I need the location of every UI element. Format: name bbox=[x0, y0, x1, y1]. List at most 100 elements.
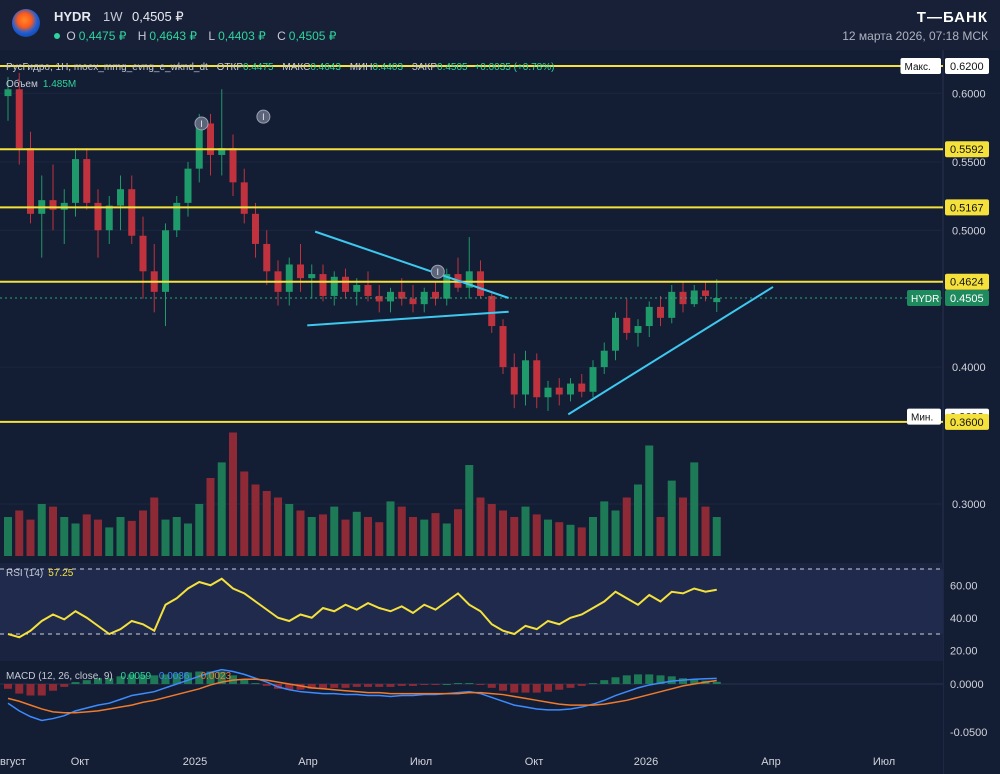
legend-volume-value: 1.485M bbox=[43, 79, 76, 90]
macd-histogram-bar bbox=[409, 684, 417, 686]
volume-bar bbox=[15, 510, 24, 556]
price-axis: 0.6000 0.5500 0.5000 0.4000 0.3000 0.6200 Макс… bbox=[900, 58, 989, 511]
macd-histogram-bar bbox=[262, 684, 271, 686]
volume-bar bbox=[667, 480, 676, 556]
price-label-bg bbox=[945, 413, 989, 430]
ticker-symbol[interactable]: HYDR bbox=[54, 9, 91, 24]
volume-bar bbox=[307, 517, 316, 556]
macd-histogram-bar bbox=[139, 675, 147, 684]
candle-body bbox=[308, 274, 316, 279]
macd-histogram-bar bbox=[465, 683, 474, 685]
candle-body bbox=[263, 243, 271, 272]
ohlc-low-key: L bbox=[208, 29, 216, 43]
volume-bar bbox=[217, 462, 226, 556]
event-marker-glyph: I bbox=[262, 112, 265, 122]
candle-body bbox=[139, 235, 147, 272]
event-marker-glyph: I bbox=[436, 267, 439, 277]
time-axis: вгуст Окт 2025 Апр Июл Окт 2026 Апр Июл bbox=[0, 756, 895, 768]
macd-histogram-bar bbox=[341, 684, 350, 688]
price-label-level: 0.4624 bbox=[945, 273, 989, 290]
candle-body bbox=[184, 168, 192, 203]
volume-bar bbox=[386, 501, 395, 556]
volume-bar bbox=[622, 497, 631, 556]
event-marker-icon: I bbox=[430, 264, 445, 279]
rsi-line bbox=[7, 577, 717, 639]
volume-bar bbox=[139, 510, 147, 556]
macd-signal-value-display: 0.0036 bbox=[159, 671, 190, 682]
macd-label: MACD (12, 26, close, 9) bbox=[6, 671, 113, 682]
volume-bar bbox=[49, 506, 57, 556]
macd-histogram-bar bbox=[476, 684, 485, 685]
macd-histogram-bar bbox=[94, 678, 102, 684]
volume-bar bbox=[600, 501, 609, 556]
candle-body bbox=[623, 317, 631, 333]
macd-histogram-bar bbox=[49, 684, 57, 691]
macd-tick-0: 0.0000 bbox=[950, 679, 984, 691]
candle-body bbox=[544, 387, 552, 398]
macd-histogram-bar bbox=[60, 684, 69, 687]
volume-bar bbox=[442, 523, 451, 556]
volume-bar bbox=[544, 519, 552, 556]
event-marker-icon: I bbox=[256, 109, 271, 124]
volume-bar bbox=[645, 445, 654, 556]
macd-histogram-bar bbox=[184, 672, 192, 684]
volume-bar bbox=[296, 510, 305, 556]
macd-legend: MACD (12, 26, close, 9) 0.0059 0.0036 -0… bbox=[6, 671, 232, 682]
brand-logo: Т—БАНК bbox=[916, 9, 988, 26]
macd-series: 0.0000 -0.0500 bbox=[0, 668, 987, 739]
candle-body bbox=[555, 387, 563, 395]
timeframe-label[interactable]: 1W bbox=[103, 9, 123, 24]
rising-trendline bbox=[567, 286, 774, 416]
rsi-tick-1: 40.00 bbox=[950, 613, 978, 625]
macd-histogram-bar bbox=[386, 684, 395, 687]
candle-body bbox=[240, 182, 248, 214]
macd-histogram-bar bbox=[510, 684, 519, 693]
price-label-tag: HYDR bbox=[911, 294, 939, 305]
candle-body bbox=[319, 274, 327, 296]
price-label-bg bbox=[945, 58, 989, 74]
legend-high-value: 0.4643 bbox=[310, 62, 341, 73]
price-label-level: 0.5167 bbox=[945, 199, 989, 216]
macd-histogram-bar bbox=[352, 684, 361, 687]
macd-histogram-bar bbox=[600, 680, 609, 684]
candle-body bbox=[375, 295, 383, 302]
candle-body bbox=[128, 189, 136, 236]
volume-bar bbox=[274, 497, 282, 556]
macd-histogram-bar bbox=[296, 684, 305, 690]
candle-body bbox=[229, 148, 237, 183]
price-label-value: 0.4624 bbox=[950, 277, 984, 289]
rsi-series: 60.00 40.00 20.00 bbox=[0, 568, 978, 657]
candle-body bbox=[432, 291, 439, 299]
candle-body bbox=[49, 200, 57, 210]
candle-body bbox=[589, 367, 597, 392]
volume-bar bbox=[375, 522, 384, 556]
price-label-level: 0.5592 bbox=[945, 141, 989, 158]
price-label-tag: Мин. bbox=[911, 413, 933, 424]
legend-change: +0.0035 (+0.78%) bbox=[474, 62, 554, 73]
macd-histogram-bar bbox=[251, 683, 260, 685]
candle-body bbox=[364, 285, 372, 296]
macd-histogram-bar bbox=[307, 684, 316, 689]
volume-bar bbox=[431, 513, 440, 556]
macd-histogram-bar bbox=[364, 684, 372, 687]
candle-body bbox=[488, 295, 496, 327]
volume-bar bbox=[487, 504, 496, 556]
candle-body bbox=[713, 298, 721, 303]
volume-bar bbox=[712, 517, 721, 556]
overlays: I I I bbox=[0, 65, 943, 423]
macd-tick-1: -0.0500 bbox=[950, 727, 987, 739]
price-chart[interactable]: I I I 60.00 40.00 20.00 0.0000 -0.0500 0.6000… bbox=[0, 50, 1000, 774]
rsi-tick-2: 20.00 bbox=[950, 645, 978, 657]
event-marker-icon: I bbox=[194, 116, 209, 131]
time-label-7: Апр bbox=[761, 756, 780, 768]
macd-histogram-bar bbox=[442, 684, 451, 685]
volume-bar bbox=[465, 465, 474, 556]
candle-body bbox=[409, 298, 417, 305]
event-marker-glyph: I bbox=[200, 119, 203, 129]
volume-bar bbox=[341, 519, 350, 556]
macd-histogram-bar bbox=[634, 674, 642, 684]
volume-bar bbox=[262, 491, 271, 556]
candle-body bbox=[634, 326, 642, 333]
macd-histogram-bar bbox=[566, 684, 575, 688]
candle-body bbox=[578, 383, 586, 392]
